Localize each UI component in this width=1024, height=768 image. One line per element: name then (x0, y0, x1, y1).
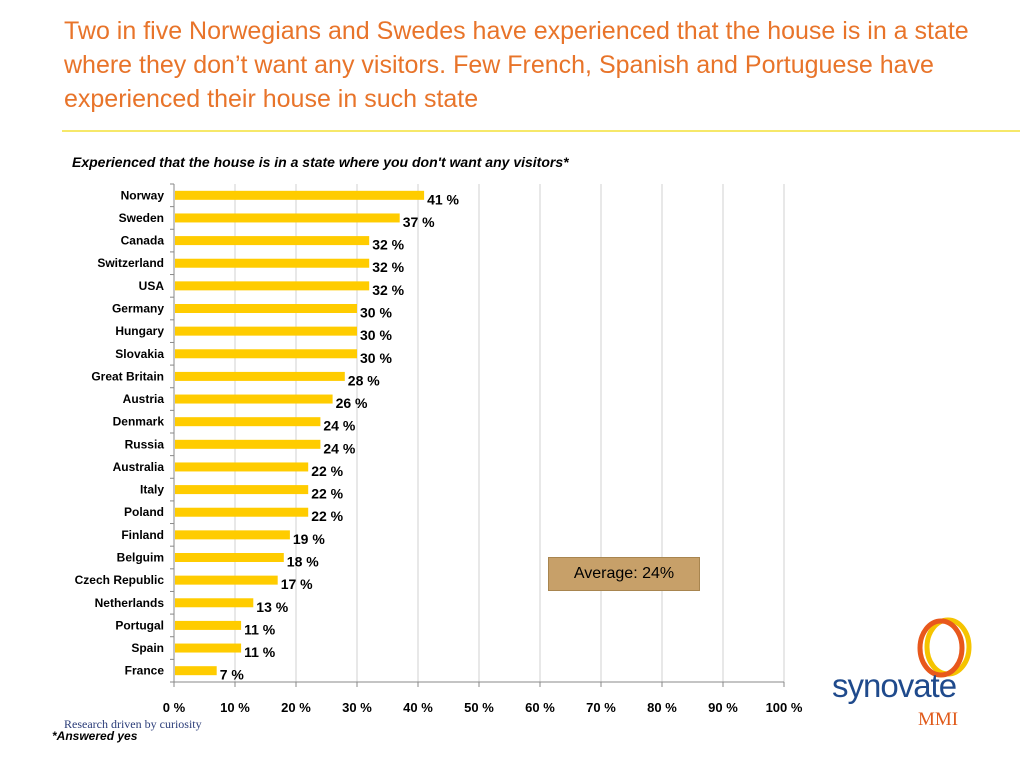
category-label: Finland (121, 528, 164, 542)
data-label: 30 % (360, 305, 392, 321)
category-label: Portugal (115, 618, 164, 632)
bar (175, 281, 370, 291)
category-label: Germany (112, 302, 164, 316)
bar (175, 417, 321, 427)
logo-subtitle: MMI (918, 709, 959, 730)
data-label: 32 % (372, 282, 404, 298)
category-label: Spain (131, 641, 164, 655)
category-label: Denmark (113, 415, 165, 429)
bar (175, 394, 333, 404)
category-label: Norway (121, 188, 165, 202)
chart-title: Experienced that the house is in a state… (72, 154, 569, 170)
bar (175, 190, 425, 200)
bar (175, 304, 357, 313)
bar (175, 485, 309, 495)
synovate-logo: synovate MMI (830, 615, 990, 735)
bar (175, 371, 345, 381)
bar (175, 439, 321, 449)
data-label: 30 % (360, 350, 392, 366)
logo-rings-icon (917, 617, 972, 678)
bar (175, 575, 278, 585)
category-label: USA (139, 279, 165, 293)
category-label: Switzerland (97, 256, 164, 270)
x-tick-label: 90 % (708, 700, 738, 715)
x-tick-label: 40 % (403, 700, 433, 715)
title-divider (62, 130, 1020, 132)
x-tick-label: 70 % (586, 700, 616, 715)
gridlines (234, 184, 785, 682)
footnote: *Answered yes (52, 729, 138, 743)
logo-wordmark: synovate (832, 667, 957, 704)
bar (175, 349, 357, 359)
data-label: 13 % (256, 599, 288, 615)
category-label: Netherlands (95, 596, 165, 610)
data-label: 7 % (220, 667, 245, 683)
category-label: Italy (140, 483, 164, 497)
data-label: 18 % (287, 554, 319, 570)
data-label: 17 % (281, 576, 313, 592)
data-label: 22 % (311, 486, 343, 502)
category-label: Poland (124, 505, 164, 519)
category-label: Belguim (117, 551, 164, 565)
bar (175, 213, 400, 223)
data-label: 32 % (372, 259, 404, 275)
data-label: 41 % (427, 191, 459, 207)
data-label: 37 % (403, 214, 435, 230)
category-label: France (125, 664, 165, 678)
category-label: Sweden (119, 211, 164, 225)
bar (175, 598, 254, 608)
x-tick-label: 80 % (647, 700, 677, 715)
category-label: Czech Republic (75, 573, 165, 587)
data-label: 22 % (311, 508, 343, 524)
x-tick-label: 10 % (220, 700, 250, 715)
x-tick-label: 60 % (525, 700, 555, 715)
x-tick-label: 100 % (766, 700, 803, 715)
category-label: Russia (125, 437, 165, 451)
data-label: 11 % (244, 621, 276, 637)
category-label: Great Britain (91, 369, 164, 383)
bar (175, 620, 242, 630)
data-label: 30 % (360, 327, 392, 343)
x-tick-label: 30 % (342, 700, 372, 715)
category-label: Slovakia (115, 347, 164, 361)
bar (175, 643, 242, 653)
bar (175, 236, 370, 246)
data-label: 32 % (372, 237, 404, 253)
category-label: Australia (113, 460, 165, 474)
bar (175, 326, 357, 336)
bar (175, 507, 309, 517)
axes (170, 183, 785, 687)
data-label: 19 % (293, 531, 325, 547)
data-label: 24 % (323, 440, 355, 456)
data-label: 26 % (336, 395, 368, 411)
data-label: 24 % (323, 418, 355, 434)
bar (175, 553, 284, 562)
average-callout: Average: 24% (548, 557, 700, 591)
bar (175, 462, 309, 472)
labels: 0 % 10 % 20 % 30 % 40 % 50 % 60 % 70 % 80 % 90 % 1… (75, 188, 803, 715)
x-tick-label: 0 % (163, 700, 186, 715)
bar (175, 258, 370, 268)
data-label: 22 % (311, 463, 343, 479)
bar (175, 666, 217, 676)
data-label: 11 % (244, 644, 276, 660)
x-tick-label: 20 % (281, 700, 311, 715)
category-label: Canada (121, 234, 165, 248)
bar (175, 530, 290, 540)
bars (175, 190, 425, 676)
page-title: Two in five Norwegians and Swedes have e… (64, 17, 969, 113)
category-label: Hungary (115, 324, 164, 338)
data-label: 28 % (348, 372, 380, 388)
tagline: Research driven by curiosity (64, 717, 202, 731)
x-tick-label: 50 % (464, 700, 494, 715)
category-label: Austria (123, 392, 165, 406)
